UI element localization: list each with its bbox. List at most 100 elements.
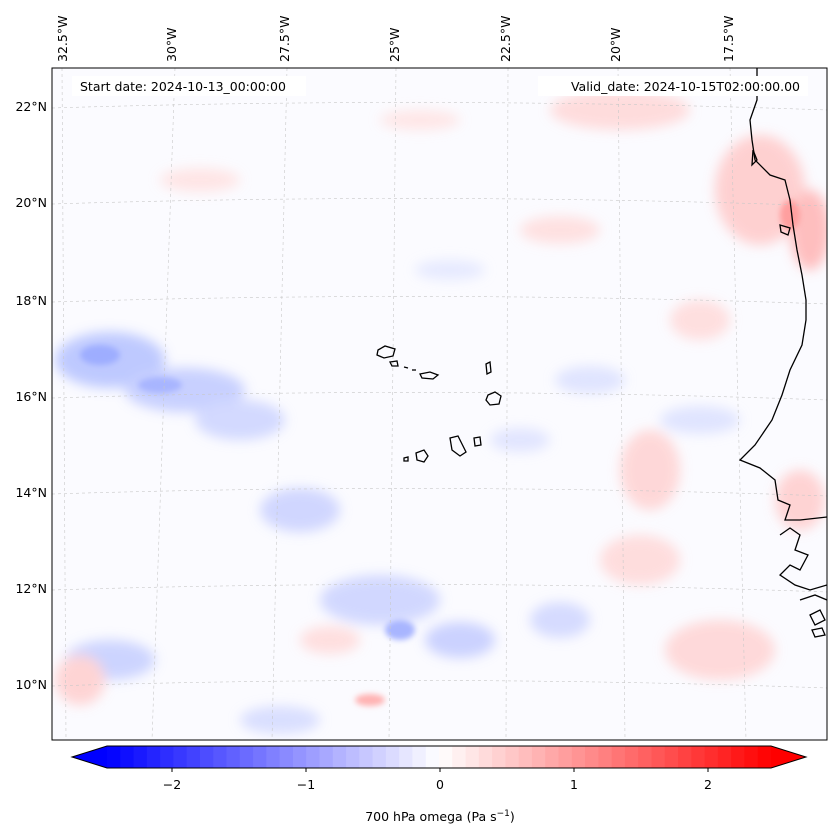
colorbar-segment	[439, 746, 453, 768]
colorbar-segment	[704, 746, 719, 768]
omega-patch-negative	[425, 622, 495, 658]
lon-label: 17.5°W	[721, 16, 736, 62]
colorbar-segment	[332, 746, 347, 768]
colorbar-segment	[598, 746, 613, 768]
colorbar-segment	[452, 746, 467, 768]
omega-patch-positive	[670, 300, 730, 340]
colorbar-tick-label: −1	[297, 777, 315, 792]
coast-inlet	[779, 224, 791, 236]
colorbar-segment	[624, 746, 639, 768]
lon-label: 27.5°W	[277, 16, 292, 62]
omega-core-negative	[138, 377, 182, 393]
omega-patch-positive	[775, 470, 825, 530]
colorbar-segment	[585, 746, 599, 768]
colorbar-segment	[412, 746, 427, 768]
omega-core-positive	[780, 200, 800, 230]
colorbar-segment	[372, 746, 387, 768]
longitude-labels: 32.5°W 30°W 27.5°W 25°W 22.5°W 20°W 17.5…	[55, 16, 736, 62]
colorbar-segment	[186, 746, 201, 768]
island-maio	[473, 436, 482, 447]
map-frame	[51, 67, 828, 741]
parallel-line	[52, 198, 827, 207]
parallel-line	[52, 680, 827, 689]
colorbar-segment	[757, 746, 772, 768]
omega-patch-positive	[790, 190, 827, 270]
omega-patch-negative	[530, 602, 590, 638]
omega-patch-positive	[300, 626, 360, 654]
parallel-line	[52, 296, 827, 305]
omega-patch-positive	[380, 110, 460, 130]
omega-core-negative	[80, 345, 120, 365]
cape-verde-islands	[376, 345, 502, 463]
island-santo-antao	[376, 345, 396, 359]
island-sal	[485, 360, 492, 376]
colorbar-extend-min	[72, 746, 107, 768]
map-panel: Start date: 2024-10-13_00:00:00 Valid_da…	[51, 67, 828, 741]
omega-patch-negative	[555, 366, 625, 394]
colorbar-segment	[213, 746, 228, 768]
colorbar-segment	[678, 746, 692, 768]
latitude-labels: 22°N 20°N 18°N 16°N 14°N 12°N 10°N	[15, 99, 47, 692]
lon-label: 32.5°W	[55, 16, 70, 62]
meridian-line	[729, 68, 747, 740]
colorbar-segment	[505, 746, 520, 768]
colorbar-tick-label: 1	[570, 777, 578, 792]
island-boa-vista	[485, 391, 502, 406]
omega-patch-positive	[55, 655, 105, 705]
africa-coastline	[738, 68, 827, 521]
colorbar-segment	[571, 746, 586, 768]
colorbar-segment	[253, 746, 267, 768]
omega-patch-positive	[160, 168, 240, 192]
colorbar-segment	[399, 746, 414, 768]
colorbar-segment	[359, 746, 374, 768]
colorbar-tick-label: −2	[163, 777, 181, 792]
graticule	[52, 68, 827, 740]
colorbar-outline	[70, 745, 808, 769]
colorbar-gradient	[72, 746, 806, 768]
meridian-line	[388, 68, 397, 740]
omega-patch-positive	[550, 90, 690, 130]
omega-patch-positive	[665, 620, 775, 680]
lat-label: 12°N	[15, 581, 47, 596]
colorbar-segment	[664, 746, 679, 768]
meridian-line	[151, 68, 176, 740]
start-date-label: Start date: 2024-10-13_00:00:00	[80, 79, 286, 94]
meridian-line	[61, 68, 67, 740]
colorbar-segment	[160, 746, 174, 768]
colorbar-segment	[425, 746, 440, 768]
omega-patch-negative	[490, 428, 550, 452]
omega-patch-negative	[320, 575, 440, 625]
colorbar-segment	[292, 746, 307, 768]
colorbar-segment	[306, 746, 321, 768]
colorbar-segment	[478, 746, 493, 768]
omega-patch-negative	[195, 400, 285, 440]
colorbar-segment	[146, 746, 161, 768]
omega-core-positive	[355, 694, 385, 706]
parallel-line	[52, 584, 827, 593]
parallel-line	[52, 392, 827, 401]
meridian-line	[617, 68, 626, 740]
omega-field	[55, 90, 827, 734]
lat-label: 16°N	[15, 389, 47, 404]
island-fogo	[415, 449, 429, 463]
colorbar-segment	[385, 746, 400, 768]
colorbar-ticks: −2 −1 0 1 2	[163, 768, 712, 792]
start-date-box	[72, 76, 306, 96]
colorbar-segment	[279, 746, 294, 768]
colorbar-segment	[531, 746, 546, 768]
island-santa-luzia	[403, 366, 409, 369]
colorbar-extend-max	[771, 746, 806, 768]
omega-patch-positive	[600, 535, 680, 585]
colorbar-segment	[465, 746, 480, 768]
lon-label: 22.5°W	[498, 16, 513, 62]
colorbar-label: 700 hPa omega (Pa s−1)	[365, 809, 515, 824]
lat-label: 14°N	[15, 485, 47, 500]
island-sao-vicente	[389, 360, 399, 367]
omega-patch-negative	[240, 706, 320, 734]
colorbar-segment	[744, 746, 759, 768]
colorbar-segment	[558, 746, 573, 768]
colorbar-segment	[199, 746, 214, 768]
colorbar: −2 −1 0 1 2 700 hPa omega (Pa s−1)	[70, 745, 808, 824]
colorbar-segment	[492, 746, 506, 768]
